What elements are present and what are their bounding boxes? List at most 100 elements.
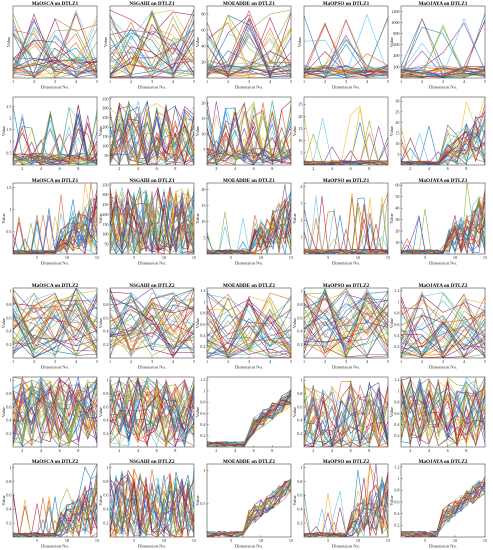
chart-title: MOEADDE on DTLZ2 (223, 283, 275, 289)
x-tick-label: 6 (253, 448, 255, 453)
x-tick-label: 1 (303, 359, 305, 364)
y-axis-label: Value (98, 495, 103, 505)
x-tick-label: 4 (331, 448, 334, 453)
x-tick-label: 3 (442, 79, 444, 84)
y-tick-label: 0.2 (297, 431, 302, 436)
chart-title: MaOJAYA on DTLZ1 (419, 178, 468, 184)
series-group (13, 104, 97, 165)
y-tick-label: 10 (395, 141, 399, 146)
y-axis-label: Value (1, 213, 6, 223)
x-axis-label: Dimension No. (41, 544, 69, 549)
series-line (401, 476, 485, 537)
y-tick-label: 0.2 (103, 520, 108, 525)
series-line (401, 486, 485, 537)
x-tick-label: 4 (40, 166, 43, 171)
x-tick-label: 4 (137, 448, 140, 453)
y-tick-label: 1 (9, 207, 11, 212)
x-tick-label: 10 (65, 255, 69, 260)
x-tick-label: 4 (172, 359, 175, 364)
series-line (110, 186, 194, 251)
series-line (304, 384, 388, 447)
x-tick-label: 6 (156, 448, 158, 453)
series-line (207, 478, 291, 537)
series-line (401, 17, 485, 78)
series-line (110, 295, 194, 354)
x-tick-label: 5 (230, 255, 232, 260)
x-tick-label: 5 (387, 359, 389, 364)
y-tick-label: 0.2 (6, 342, 11, 347)
series-line (110, 314, 194, 358)
series-line (304, 499, 388, 537)
series-line (401, 296, 485, 353)
series-line (401, 485, 485, 537)
x-axis-label: Dimension No. (41, 85, 69, 90)
x-tick-label: 4 (269, 359, 272, 364)
series-line (13, 503, 97, 537)
y-tick-label: 0.4 (394, 511, 400, 516)
y-tick-label: 1.2 (394, 377, 399, 382)
series-group (13, 9, 97, 78)
y-tick-label: 20 (201, 187, 205, 192)
series-line (110, 384, 194, 444)
y-tick-label: 0.8 (394, 311, 399, 316)
x-axis-label: Dimension No. (332, 85, 360, 90)
series-group (304, 380, 388, 447)
series-line (304, 38, 388, 77)
axes-box (12, 182, 98, 255)
series-group (401, 97, 485, 165)
series-line (13, 295, 97, 350)
series-line (110, 475, 194, 534)
series-line (110, 288, 194, 356)
series-line (110, 29, 194, 64)
axes-box (12, 376, 98, 448)
series-line (13, 385, 97, 445)
chart-title: NSGAIII on DTLZ1 (129, 1, 175, 7)
x-axis-label: Dimension No. (429, 365, 457, 370)
axes-box (303, 463, 389, 538)
series-line (207, 204, 291, 254)
series-line (110, 24, 194, 68)
y-tick-label: 0.8 (6, 391, 11, 396)
x-tick-label: 3 (442, 359, 444, 364)
series-line (13, 62, 97, 72)
series-line (304, 394, 388, 447)
x-tick-label: 5 (290, 359, 292, 364)
y-tick-label: 0.8 (394, 400, 399, 405)
series-line (401, 377, 485, 445)
y-tick-label: 10 (298, 138, 302, 143)
series-line (13, 26, 97, 77)
x-tick-label: 10 (453, 255, 457, 260)
series-line (13, 61, 97, 75)
series-line (207, 292, 291, 354)
x-tick-label: 3 (151, 79, 153, 84)
x-tick-label: 5 (387, 79, 389, 84)
y-tick-label: 1200 (391, 9, 399, 14)
y-tick-label: 1 (397, 476, 399, 481)
x-tick-label: 2 (215, 448, 217, 453)
series-line (13, 295, 97, 356)
series-line (401, 477, 485, 537)
series-line (110, 113, 194, 165)
chart-panel: 0.2 0.4 0.6 0.8 1 1 2 3 4 5 MaOSCA on DTLZ2 Dimensi… (1, 283, 98, 369)
series-line (304, 66, 388, 76)
x-axis-label: Dimension No. (235, 261, 263, 266)
x-tick-label: 4 (75, 79, 78, 84)
series-line (304, 125, 388, 165)
x-tick-label: 2 (421, 79, 423, 84)
series-line (110, 188, 194, 254)
series-line (401, 384, 485, 437)
y-tick-label: 0.8 (200, 311, 205, 316)
x-tick-label: 5 (36, 538, 38, 543)
series-line (304, 292, 388, 327)
y-tick-label: 15 (201, 203, 205, 208)
y-tick-label: 0.4 (297, 329, 303, 334)
series-line (401, 321, 485, 357)
series-line (207, 405, 291, 447)
x-tick-label: 4 (269, 79, 272, 84)
series-line (110, 478, 194, 537)
chart-panel: 1 2 3 4 5 NSGAIII on DTLZ1 Dimension No. Value (103, 1, 195, 89)
series-line (401, 191, 485, 254)
y-tick-label: 5 (203, 235, 205, 240)
series-line (110, 194, 194, 253)
